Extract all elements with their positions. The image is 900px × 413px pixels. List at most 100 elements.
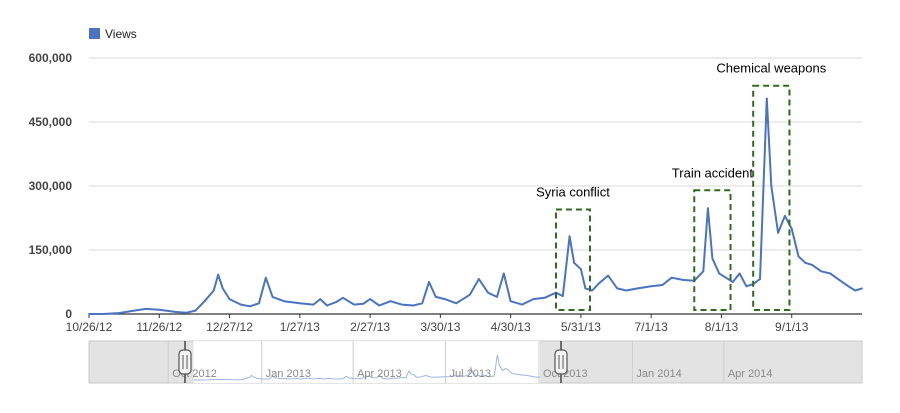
data-point [258, 302, 260, 305]
data-point [117, 312, 120, 314]
annotation-label: Chemical weapons [716, 61, 826, 76]
legend-swatch-views [89, 28, 100, 39]
series-line-views [89, 97, 863, 315]
data-point [804, 261, 807, 264]
y-tick-label: 0 [65, 307, 72, 321]
grid-lines [89, 57, 862, 315]
data-point [421, 302, 424, 305]
y-axis-ticks: 0 150,000 300,000 450,000 600,000 [29, 51, 73, 321]
navigator-sparkline [193, 354, 541, 381]
y-tick-label: 150,000 [29, 243, 73, 257]
data-point [353, 303, 356, 306]
data-point [784, 215, 786, 217]
series-points-views [88, 97, 863, 315]
data-point [636, 287, 639, 290]
data-point [770, 185, 773, 187]
x-tick-label: 8/1/13 [705, 320, 739, 334]
data-point [616, 287, 619, 290]
data-point [369, 298, 371, 300]
data-point [412, 304, 415, 307]
data-point [185, 311, 188, 314]
x-tick-label: 1/27/13 [280, 320, 320, 334]
data-point [584, 287, 587, 290]
navigator-gridlines [167, 341, 725, 383]
data-point [745, 285, 748, 288]
data-point [326, 304, 328, 307]
data-point [731, 281, 734, 283]
data-point [88, 313, 90, 315]
legend-label-views: Views [105, 27, 137, 41]
data-point [777, 232, 779, 234]
data-point [478, 278, 480, 280]
data-point [607, 274, 609, 277]
data-point [434, 296, 437, 298]
x-tick-label: 7/1/13 [634, 320, 668, 334]
navigator-right-handle[interactable] [554, 349, 568, 375]
data-point [212, 289, 215, 292]
x-tick-label: 4/30/13 [491, 320, 531, 334]
data-point [765, 97, 768, 100]
y-tick-label: 600,000 [29, 51, 73, 65]
data-point [682, 279, 684, 281]
navigator-labels: Oct 2012 Jan 2013 Apr 2013 Jul 2013 Oct 2013… [172, 368, 772, 380]
data-point [264, 276, 267, 279]
data-point [217, 273, 220, 276]
data-point [580, 268, 582, 271]
data-point [820, 270, 823, 273]
data-point [725, 276, 727, 279]
data-point [797, 255, 800, 258]
range-navigator[interactable]: Oct 2012 Jan 2013 Apr 2013 Jul 2013 Oct 2013… [88, 340, 863, 384]
data-point [487, 291, 489, 294]
x-tick-label: 11/26/12 [136, 320, 182, 334]
data-point [133, 309, 136, 312]
data-point [240, 303, 242, 306]
navigator-label: Apr 2014 [728, 368, 773, 380]
data-point [203, 300, 206, 303]
data-point [298, 302, 301, 305]
data-point [362, 302, 365, 305]
navigator-left-handle[interactable] [178, 349, 192, 375]
annotation-box [554, 208, 591, 311]
data-point [509, 300, 512, 303]
data-point [144, 308, 147, 310]
annotation-box [752, 84, 791, 311]
data-point [271, 296, 274, 298]
legend: Views [89, 27, 137, 41]
data-point [455, 302, 458, 305]
event-annotations: Syria conflict Train accident Chemical wea… [536, 61, 827, 311]
data-point [670, 276, 673, 279]
navigator-label: Jan 2013 [266, 368, 311, 380]
data-point [707, 207, 709, 210]
data-point [221, 287, 224, 290]
data-point [650, 285, 653, 288]
data-point [174, 311, 177, 313]
y-tick-label: 450,000 [29, 115, 73, 129]
data-point [319, 298, 322, 300]
data-point [573, 261, 575, 264]
data-point [625, 289, 628, 292]
y-tick-label: 300,000 [29, 179, 73, 193]
data-point [312, 303, 315, 306]
data-point [468, 293, 471, 296]
x-tick-label: 5/31/13 [561, 320, 601, 334]
data-point [194, 309, 197, 312]
data-point [847, 285, 850, 288]
data-point [738, 272, 741, 275]
data-point [158, 308, 161, 311]
navigator-label: Apr 2013 [357, 368, 402, 380]
data-point [400, 303, 403, 306]
data-point [861, 287, 863, 290]
data-point [335, 301, 337, 303]
annotation-label: Train accident [672, 165, 754, 180]
data-point [228, 298, 231, 300]
data-point [591, 289, 594, 292]
data-point [521, 303, 523, 306]
data-point [101, 313, 104, 315]
data-point [502, 272, 505, 275]
navigator-label: Jul 2013 [450, 368, 492, 380]
data-point [718, 272, 721, 275]
data-point [283, 300, 285, 303]
data-point [249, 305, 251, 308]
data-point [661, 284, 664, 286]
